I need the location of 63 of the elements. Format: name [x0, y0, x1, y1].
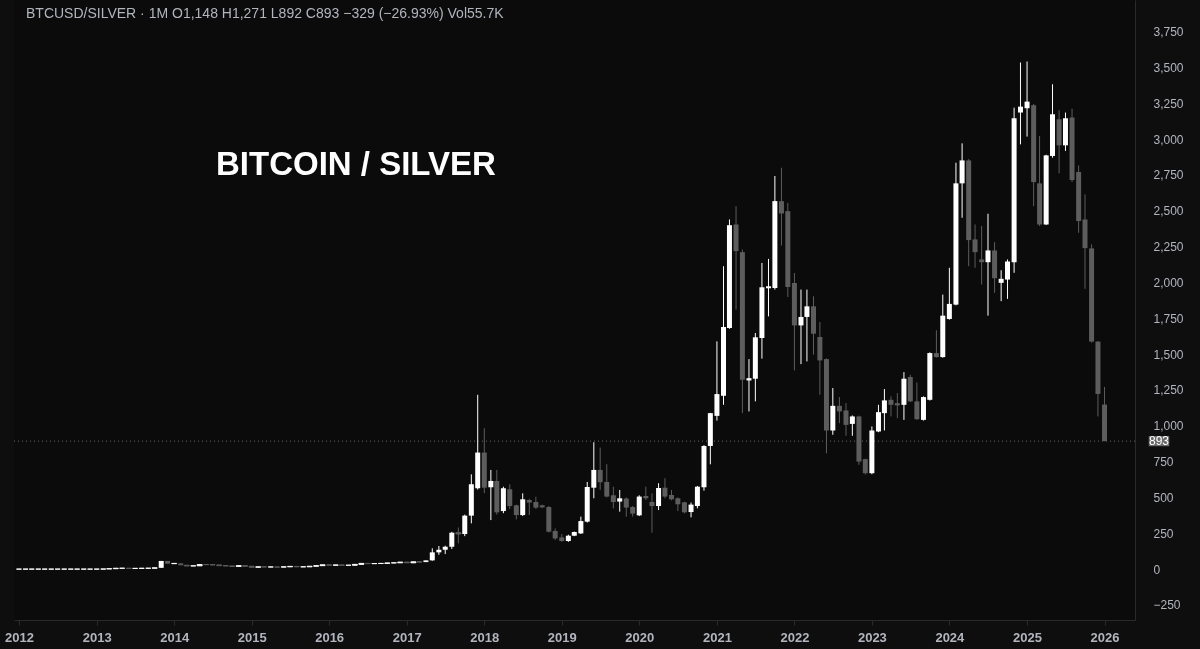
candlestick	[972, 223, 978, 269]
candlestick	[798, 289, 804, 365]
y-tick-label: 1,000	[1153, 419, 1184, 434]
candlestick	[933, 329, 939, 359]
ref-line-label: 893	[1148, 434, 1170, 449]
y-tick-label: 2,000	[1153, 275, 1184, 290]
y-tick-label: 500	[1153, 490, 1174, 505]
y-tick-label: 3,250	[1153, 96, 1184, 111]
y-tick-label: 3,500	[1153, 60, 1184, 75]
candlestick	[804, 289, 810, 362]
x-tick-label: 2013	[82, 629, 112, 645]
candlestick	[462, 514, 468, 537]
candlestick	[914, 381, 920, 421]
y-tick-label: 2,250	[1153, 240, 1184, 255]
y-tick-label: 1,250	[1153, 383, 1184, 398]
candlestick	[520, 492, 526, 517]
x-tick-label: 2018	[470, 629, 500, 645]
candlestick	[636, 494, 642, 517]
x-tick-label: 2019	[547, 629, 577, 645]
x-tick-label: 2015	[237, 629, 267, 645]
y-tick-label: 0	[1153, 562, 1161, 577]
candlestick	[959, 142, 965, 219]
candlestick	[604, 463, 610, 498]
candlestick	[488, 469, 494, 521]
candlestick	[888, 395, 894, 417]
candlestick	[500, 486, 506, 514]
candlestick	[849, 414, 855, 437]
candlestick	[1024, 61, 1030, 138]
y-tick-label: 2,500	[1153, 204, 1184, 219]
chart-subtitle: BTCUSD/SILVER · 1M O1,148 H1,271 L892 C893 −329 (−26.93%) Vol55.7K	[26, 5, 505, 21]
candlestick	[1017, 62, 1023, 145]
candlestick	[617, 489, 623, 513]
y-tick-label: 750	[1153, 455, 1174, 470]
x-tick-label: 2022	[780, 629, 810, 645]
x-tick-label: 2014	[160, 629, 190, 645]
x-tick-label: 2012	[5, 629, 34, 645]
x-tick-label: 2024	[935, 629, 966, 645]
candlestick	[985, 213, 991, 317]
candlestick	[507, 483, 513, 510]
y-tick-label: 250	[1153, 526, 1174, 541]
y-tick-label: 3,750	[1153, 25, 1184, 40]
y-tick-label: 2,750	[1153, 168, 1184, 183]
candlestick	[894, 392, 900, 419]
x-tick-label: 2025	[1013, 629, 1043, 645]
candlestick	[662, 477, 668, 499]
y-tick-label: −250	[1153, 598, 1181, 613]
x-tick-label: 2020	[625, 629, 655, 645]
y-tick-label: 3,000	[1153, 132, 1184, 147]
y-tick-label: 1,500	[1153, 347, 1184, 362]
x-tick-label: 2021	[702, 629, 732, 645]
y-tick-label: 1,750	[1153, 311, 1184, 326]
candlestick	[979, 225, 985, 286]
candlestick	[610, 486, 616, 509]
candlestick	[746, 358, 752, 412]
candlestick	[656, 482, 662, 511]
candlestick	[817, 321, 823, 396]
text: BITCOIN / SILVER	[216, 145, 497, 182]
x-tick-label: 2016	[315, 629, 345, 645]
x-tick-label: 2017	[392, 629, 422, 645]
x-tick-label: 2023	[857, 629, 887, 645]
candlestick	[597, 447, 603, 491]
candlestick	[649, 492, 655, 534]
x-tick-label: 2026	[1090, 629, 1120, 645]
